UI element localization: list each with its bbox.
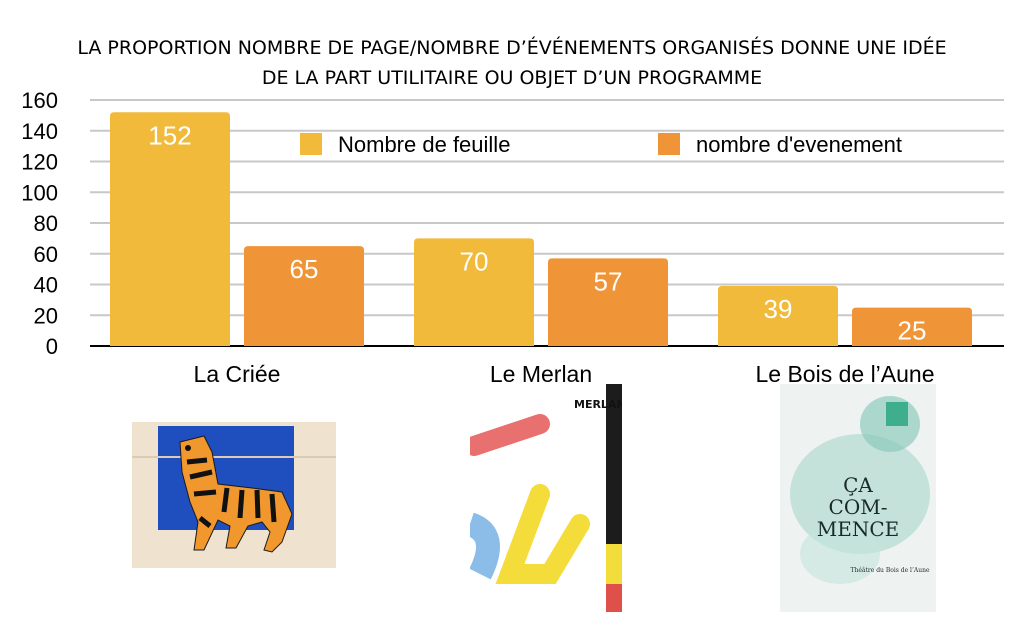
bar-chart: 0 20 40 60 80 100 120 140 160 152 65 La Criée 70 57 Le…	[21, 88, 1004, 387]
y-tick-label: 160	[21, 88, 58, 113]
la-criee-cover-image	[132, 422, 336, 568]
data-label: 25	[898, 316, 927, 346]
bar	[110, 112, 230, 346]
y-tick-label: 20	[34, 303, 58, 328]
aune-cover-text-line-2: COM-	[829, 495, 888, 519]
bar	[718, 286, 838, 346]
bar	[414, 238, 534, 346]
legend-label: Nombre de feuille	[338, 132, 510, 157]
aune-cover-subtitle: Théâtre du Bois de l’Aune	[850, 567, 929, 574]
x-category-label: La Criée	[194, 361, 281, 387]
y-tick-label: 60	[34, 242, 58, 267]
y-tick-label: 80	[34, 211, 58, 236]
y-tick-label: 140	[21, 119, 58, 144]
aune-cover-text-line-3: MENCE	[817, 517, 899, 541]
x-category-label: Le Merlan	[490, 361, 592, 387]
y-tick-label: 0	[46, 334, 58, 359]
data-label: 57	[594, 266, 623, 296]
data-label: 152	[148, 120, 191, 150]
x-category-label: Le Bois de l’Aune	[755, 361, 934, 387]
y-tick-label: 120	[21, 150, 58, 175]
le-merlan-cover-image: MERLAN	[470, 384, 622, 612]
merlan-logo-text: MERLAN	[574, 398, 622, 411]
y-tick-label: 100	[21, 180, 58, 205]
y-tick-label: 40	[34, 273, 58, 298]
data-label: 70	[460, 246, 489, 276]
bar	[244, 246, 364, 346]
chart-title-line-1: LA PROPORTION NOMBRE DE PAGE/NOMBRE D’ÉV…	[77, 37, 947, 59]
le-bois-de-laune-cover-image: ÇA COM- MENCE Théâtre du Bois de l’Aune	[780, 384, 936, 612]
legend-swatch	[300, 133, 322, 155]
bar	[852, 307, 972, 346]
chart-title-line-2: DE LA PART UTILITAIRE OU OBJET D’UN PROG…	[261, 67, 763, 89]
data-label: 39	[764, 294, 793, 324]
legend-swatch	[658, 133, 680, 155]
legend-label: nombre d'evenement	[696, 132, 902, 157]
data-label: 65	[290, 254, 319, 284]
aune-cover-text-line-1: ÇA	[843, 473, 873, 497]
bar	[548, 258, 668, 346]
